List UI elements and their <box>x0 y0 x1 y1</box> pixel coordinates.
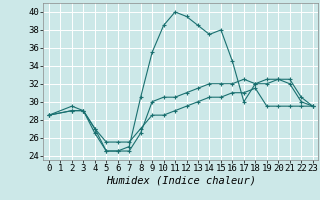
X-axis label: Humidex (Indice chaleur): Humidex (Indice chaleur) <box>106 176 256 186</box>
